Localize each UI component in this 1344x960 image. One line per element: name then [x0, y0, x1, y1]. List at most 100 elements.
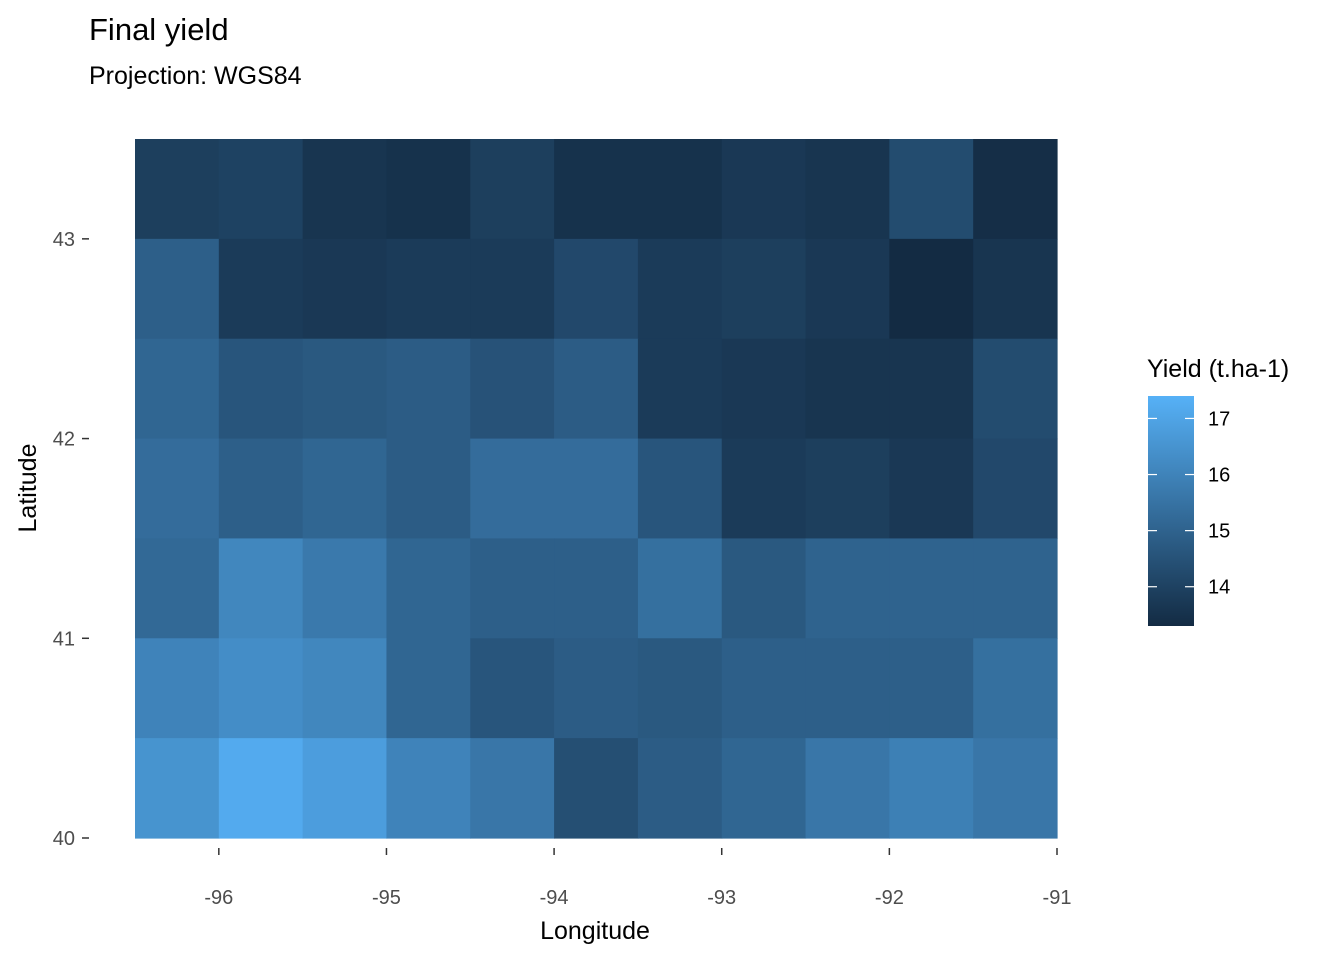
heatmap-tile: [302, 238, 388, 340]
legend-break-label: 15: [1208, 521, 1230, 543]
heatmap-tile: [386, 338, 471, 440]
heatmap-tile: [805, 538, 890, 639]
heatmap-tile: [889, 738, 974, 839]
heatmap-tile: [973, 238, 1058, 340]
heatmap-tile: [218, 139, 304, 240]
y-axis-title: Latitude: [14, 444, 42, 533]
heatmap-tile: [889, 438, 974, 540]
legend-break-label: 14: [1208, 577, 1230, 599]
x-tick-label: -93: [707, 887, 736, 909]
heatmap-tile: [637, 338, 723, 440]
heatmap-tile: [637, 139, 723, 240]
heatmap-tile: [218, 538, 304, 639]
heatmap-tile: [218, 338, 304, 440]
heatmap-tile: [973, 338, 1058, 440]
heatmap-tile: [135, 438, 220, 540]
heatmap-tile: [386, 738, 471, 839]
heatmap-tile: [889, 338, 974, 440]
legend-break-label: 16: [1208, 465, 1230, 487]
x-axis: -96 -95 -94 -93 -92 -91: [204, 848, 1071, 909]
heatmap-tile: [637, 738, 723, 839]
heatmap-tile: [302, 638, 388, 739]
heatmap-tile: [554, 538, 639, 639]
heatmap-tile: [973, 438, 1058, 540]
heatmap-tile: [554, 338, 639, 440]
heatmap-tile: [554, 738, 639, 839]
heatmap-tile: [218, 638, 304, 739]
x-tick-label: -95: [372, 887, 401, 909]
heatmap-tile: [889, 238, 974, 340]
heatmap-tile: [805, 738, 890, 839]
x-tick-label: -94: [540, 887, 569, 909]
heatmap-tile: [135, 338, 220, 440]
heatmap-tile: [470, 738, 555, 839]
x-tick-label: -91: [1043, 887, 1072, 909]
heatmap-tile: [721, 338, 807, 440]
heatmap-tile: [386, 139, 471, 240]
heatmap-tile: [637, 538, 723, 639]
y-tick-label: 42: [53, 429, 75, 451]
heatmap-tile: [554, 238, 639, 340]
heatmap-tile: [302, 338, 388, 440]
heatmap-tile: [470, 139, 555, 240]
heatmap-tile: [554, 139, 639, 240]
y-axis: 40 41 42 43: [53, 229, 89, 850]
heatmap-tile: [721, 438, 807, 540]
x-tick-label: -92: [875, 887, 904, 909]
legend: Yield (t.ha-1) 17 16 15 14: [1147, 355, 1289, 626]
heatmap-tile: [218, 238, 304, 340]
legend-colorbar: [1148, 396, 1194, 626]
heatmap-tile: [805, 338, 890, 440]
tile-layer: [135, 139, 1058, 839]
heatmap-tile: [637, 638, 723, 739]
heatmap-tile: [805, 438, 890, 540]
heatmap-tile: [973, 738, 1058, 839]
heatmap-tile: [721, 238, 807, 340]
heatmap-tile: [302, 538, 388, 639]
heatmap-tile: [721, 638, 807, 739]
heatmap-tile: [889, 139, 974, 240]
y-tick-label: 43: [53, 229, 75, 251]
heatmap-tile: [889, 538, 974, 639]
heatmap-tile: [302, 139, 388, 240]
heatmap-tile: [135, 139, 220, 240]
heatmap-tile: [721, 538, 807, 639]
heatmap-tile: [637, 438, 723, 540]
heatmap-tile: [386, 638, 471, 739]
heatmap-tile: [135, 238, 220, 340]
legend-break-label: 17: [1208, 408, 1230, 430]
heatmap-tile: [805, 238, 890, 340]
heatmap-tile: [470, 338, 555, 440]
heatmap-tile: [973, 638, 1058, 739]
heatmap-tile: [805, 139, 890, 240]
heatmap-tile: [721, 738, 807, 839]
heatmap-tile: [470, 438, 555, 540]
heatmap-tile: [554, 638, 639, 739]
heatmap-tile: [302, 738, 388, 839]
heatmap-tile: [470, 638, 555, 739]
heatmap-tile: [302, 438, 388, 540]
heatmap-tile: [554, 438, 639, 540]
heatmap-tile: [889, 638, 974, 739]
y-tick-label: 41: [53, 628, 75, 650]
heatmap-tile: [721, 139, 807, 240]
heatmap-tile: [973, 139, 1058, 240]
heatmap-tile: [386, 438, 471, 540]
heatmap-tile: [218, 438, 304, 540]
heatmap-tile: [386, 538, 471, 639]
heatmap-tile: [135, 638, 220, 739]
heatmap-tile: [470, 238, 555, 340]
x-axis-title: Longitude: [540, 917, 650, 945]
heatmap-tile: [470, 538, 555, 639]
heatmap-tile: [218, 738, 304, 839]
x-tick-label: -96: [204, 887, 233, 909]
heatmap-tile: [135, 538, 220, 639]
heatmap-tile: [973, 538, 1058, 639]
chart-title: Final yield: [89, 12, 229, 47]
heatmap-tile: [135, 738, 220, 839]
heatmap-tile: [637, 238, 723, 340]
heatmap-tile: [805, 638, 890, 739]
legend-title: Yield (t.ha-1): [1147, 355, 1289, 383]
y-tick-label: 40: [53, 828, 75, 850]
